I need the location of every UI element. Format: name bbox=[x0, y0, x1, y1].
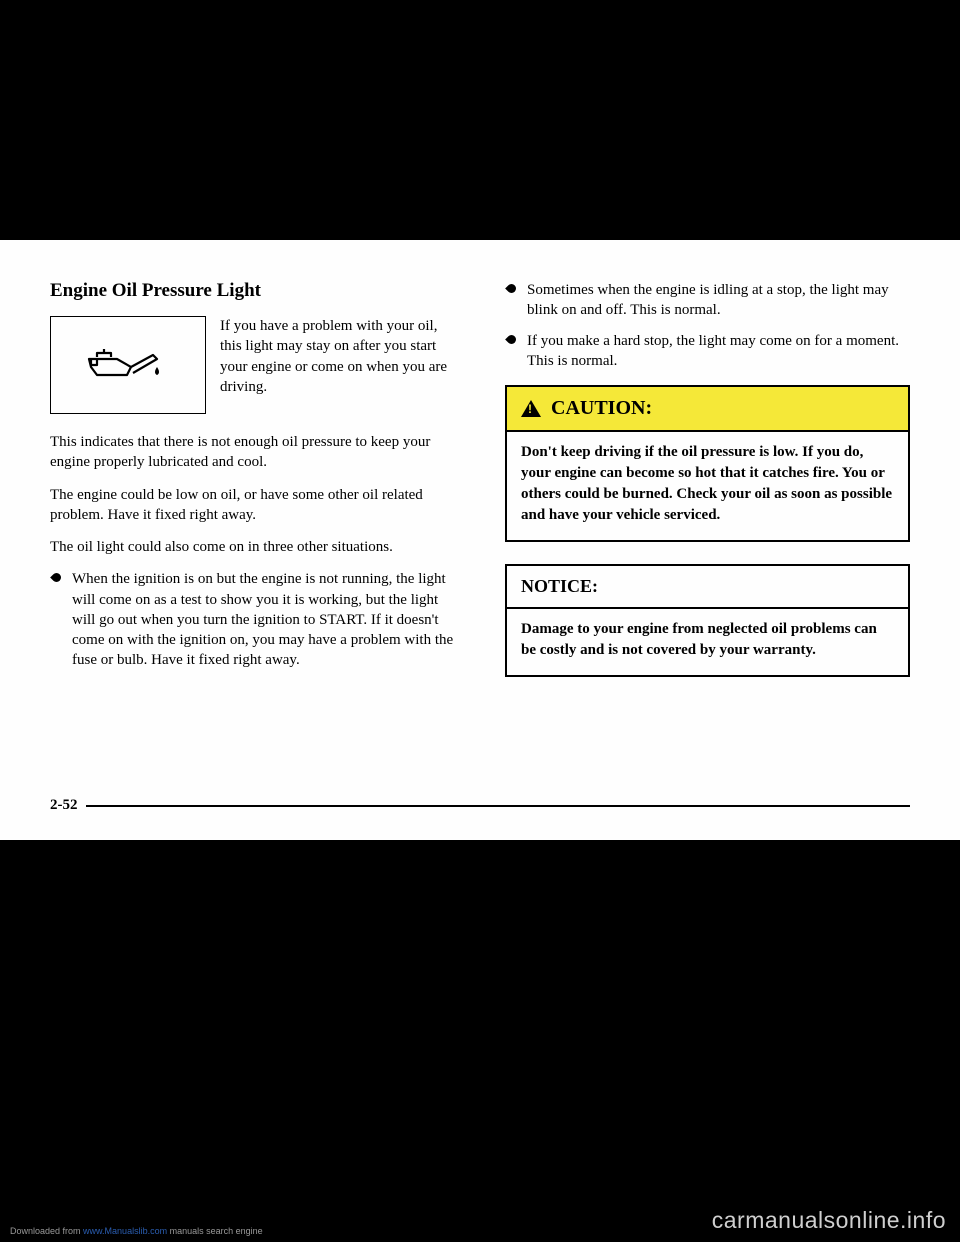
dl-suffix: manuals search engine bbox=[167, 1226, 263, 1236]
paragraph: The oil light could also come on in thre… bbox=[50, 537, 455, 557]
icon-description: If you have a problem with your oil, thi… bbox=[220, 316, 455, 397]
list-item: If you make a hard stop, the light may c… bbox=[505, 331, 910, 372]
two-column-layout: Engine Oil Pressure Light If you have a … bbox=[50, 280, 910, 681]
footer-rule bbox=[86, 805, 911, 807]
bullet-list: When the ignition is on but the engine i… bbox=[50, 569, 455, 670]
caution-body: Don't keep driving if the oil pressure i… bbox=[507, 432, 908, 540]
notice-body: Damage to your engine from neglected oil… bbox=[507, 609, 908, 675]
notice-header: NOTICE: bbox=[507, 566, 908, 609]
notice-label: NOTICE: bbox=[521, 576, 598, 596]
list-item: When the ignition is on but the engine i… bbox=[50, 569, 455, 670]
caution-box: CAUTION: Don't keep driving if the oil p… bbox=[505, 385, 910, 542]
caution-label: CAUTION: bbox=[551, 397, 652, 420]
download-source-text: Downloaded from www.Manualslib.com manua… bbox=[10, 1226, 263, 1236]
icon-with-text: If you have a problem with your oil, thi… bbox=[50, 316, 455, 414]
dl-link[interactable]: www.Manualslib.com bbox=[83, 1226, 167, 1236]
page-footer: 2-52 bbox=[50, 797, 910, 814]
oil-can-icon bbox=[83, 345, 173, 385]
watermark-text: carmanualsonline.info bbox=[712, 1207, 946, 1234]
page-number: 2-52 bbox=[50, 797, 86, 814]
bullet-list: Sometimes when the engine is idling at a… bbox=[505, 280, 910, 371]
list-item: Sometimes when the engine is idling at a… bbox=[505, 280, 910, 321]
dl-prefix: Downloaded from bbox=[10, 1226, 83, 1236]
manual-page: Engine Oil Pressure Light If you have a … bbox=[0, 240, 960, 840]
right-column: Sometimes when the engine is idling at a… bbox=[505, 280, 910, 681]
paragraph: This indicates that there is not enough … bbox=[50, 432, 455, 473]
caution-header: CAUTION: bbox=[507, 387, 908, 432]
paragraph: The engine could be low on oil, or have … bbox=[50, 485, 455, 526]
section-heading: Engine Oil Pressure Light bbox=[50, 280, 455, 302]
notice-box: NOTICE: Damage to your engine from negle… bbox=[505, 564, 910, 677]
oil-can-icon-box bbox=[50, 316, 206, 414]
warning-triangle-icon bbox=[521, 400, 541, 417]
left-column: Engine Oil Pressure Light If you have a … bbox=[50, 280, 455, 681]
